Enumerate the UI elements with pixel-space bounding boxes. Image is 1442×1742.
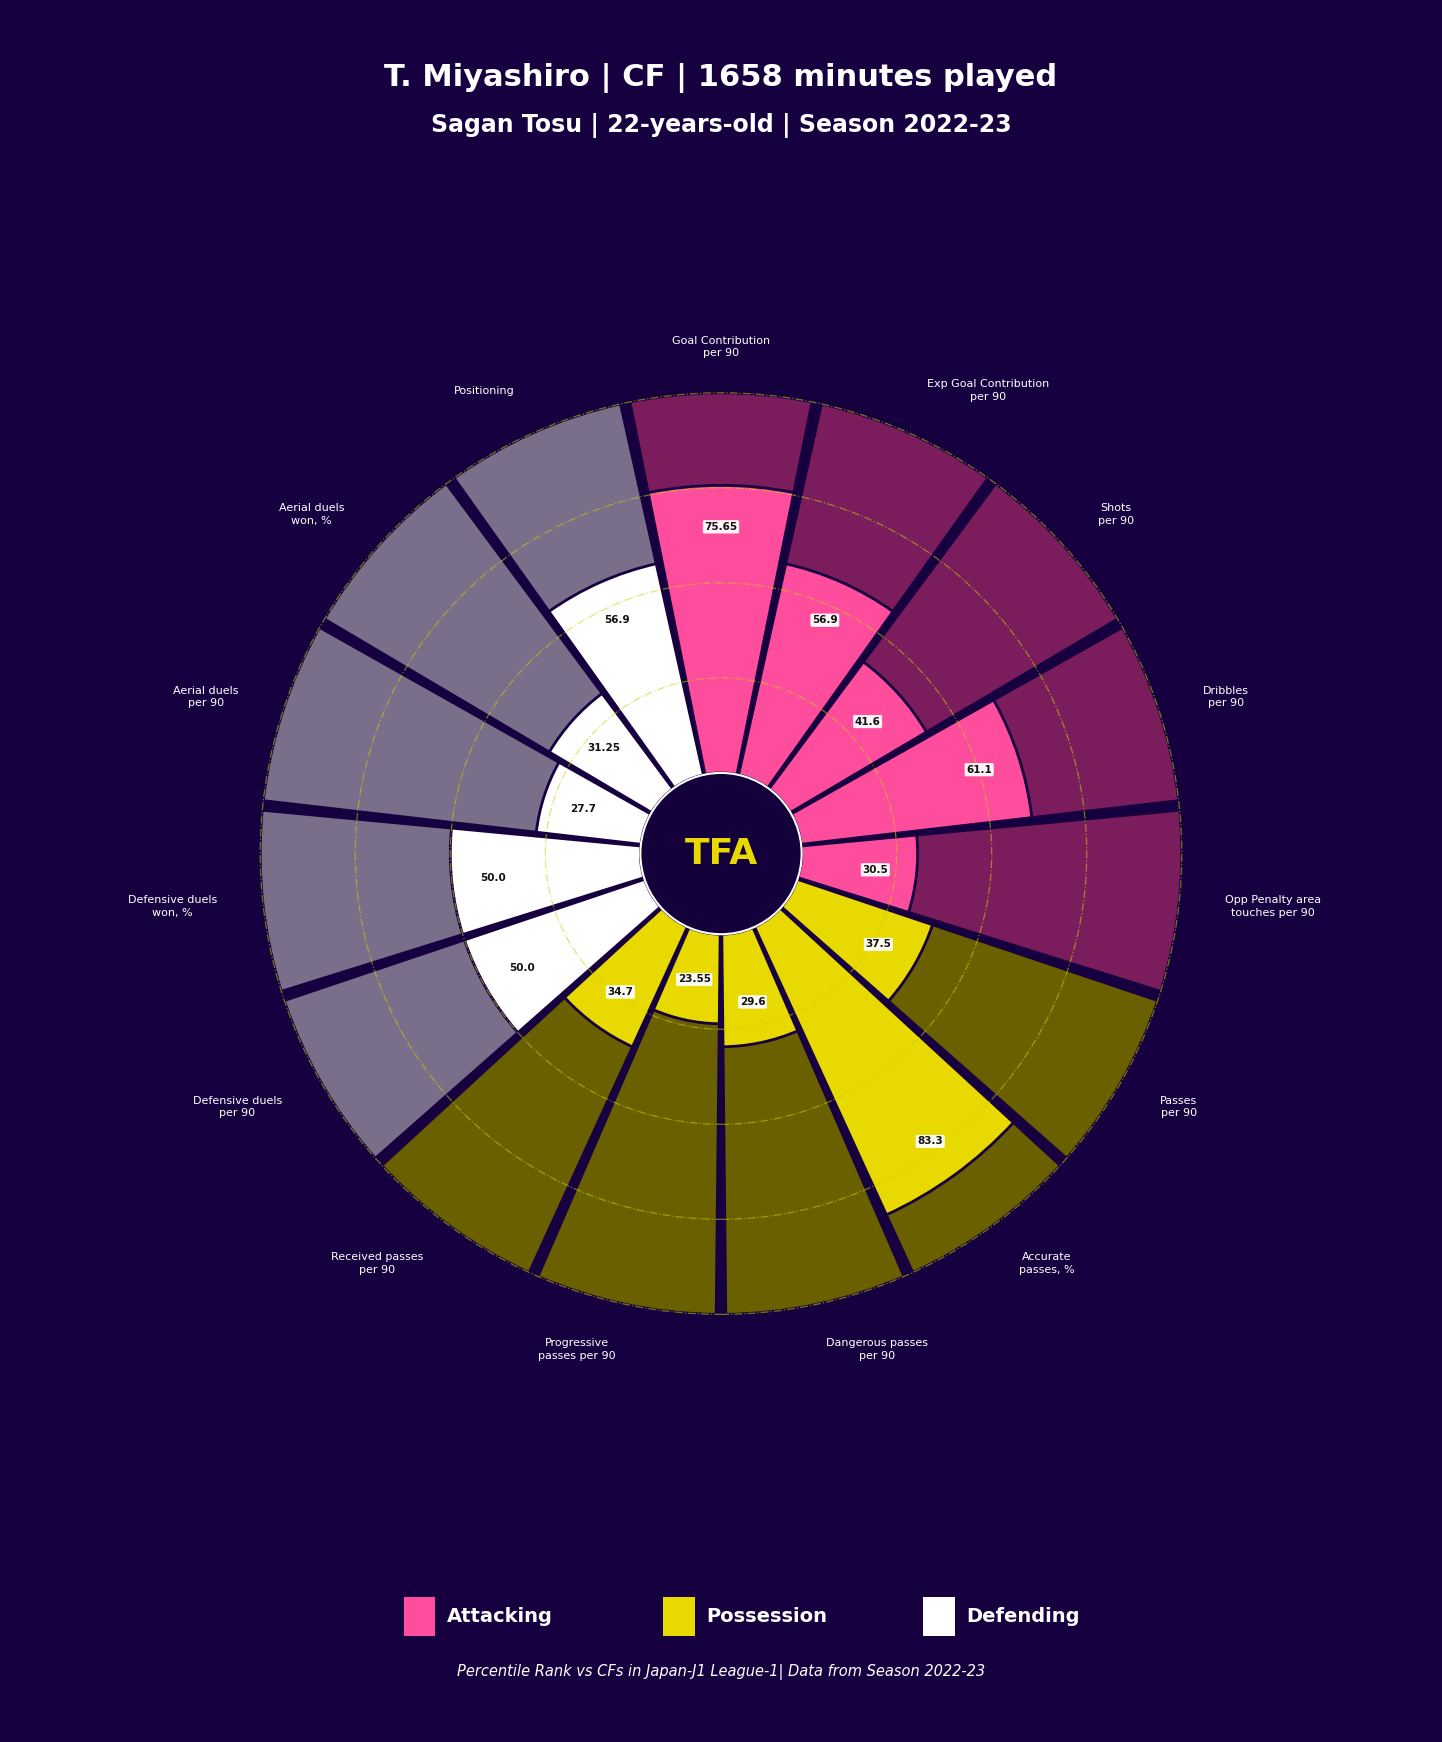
Text: Possession: Possession [707, 1608, 828, 1625]
Text: 31.25: 31.25 [587, 742, 620, 753]
Text: 29.6: 29.6 [740, 996, 766, 1007]
Text: Received passes
per 90: Received passes per 90 [330, 1252, 423, 1275]
Wedge shape [549, 693, 673, 812]
Text: 61.1: 61.1 [966, 765, 992, 775]
Text: Shots
per 90: Shots per 90 [1097, 503, 1133, 526]
Wedge shape [797, 834, 917, 913]
Wedge shape [630, 392, 812, 775]
Text: Aerial duels
per 90: Aerial duels per 90 [173, 686, 239, 709]
Wedge shape [450, 827, 645, 934]
Text: Attacking: Attacking [447, 1608, 552, 1625]
Wedge shape [536, 763, 650, 845]
Text: Percentile Rank vs CFs in Japan-J1 League-1| Data from Season 2022-23: Percentile Rank vs CFs in Japan-J1 Leagu… [457, 1664, 985, 1681]
Text: Passes
per 90: Passes per 90 [1159, 1096, 1197, 1118]
Text: Exp Goal Contribution
per 90: Exp Goal Contribution per 90 [927, 380, 1050, 402]
Wedge shape [538, 927, 720, 1315]
Text: Accurate
passes, %: Accurate passes, % [1019, 1252, 1074, 1275]
Wedge shape [738, 404, 988, 787]
Text: Progressive
passes per 90: Progressive passes per 90 [538, 1338, 616, 1361]
Text: 75.65: 75.65 [705, 523, 737, 531]
Wedge shape [722, 927, 797, 1047]
Wedge shape [792, 627, 1178, 845]
Text: 41.6: 41.6 [855, 716, 881, 726]
Text: T. Miyashiro | CF | 1658 minutes played: T. Miyashiro | CF | 1658 minutes played [385, 63, 1057, 94]
Text: 27.7: 27.7 [571, 805, 597, 814]
Wedge shape [564, 908, 688, 1047]
Text: Positioning: Positioning [454, 385, 515, 395]
Text: Defensive duels
per 90: Defensive duels per 90 [193, 1096, 283, 1118]
Wedge shape [260, 810, 645, 991]
Text: Defending: Defending [966, 1608, 1080, 1625]
Text: TFA: TFA [685, 836, 757, 871]
Text: 30.5: 30.5 [862, 864, 888, 874]
Wedge shape [649, 486, 793, 775]
Text: 23.55: 23.55 [678, 974, 711, 984]
Wedge shape [284, 880, 660, 1158]
Circle shape [640, 773, 802, 934]
Wedge shape [769, 484, 1118, 812]
Wedge shape [792, 700, 1032, 845]
Text: 50.0: 50.0 [509, 963, 535, 974]
Wedge shape [782, 880, 1158, 1158]
Text: Sagan Tosu | 22-years-old | Season 2022-23: Sagan Tosu | 22-years-old | Season 2022-… [431, 113, 1011, 138]
Wedge shape [464, 880, 660, 1033]
Text: 56.9: 56.9 [812, 615, 838, 625]
Wedge shape [264, 627, 650, 845]
Text: 83.3: 83.3 [917, 1136, 943, 1146]
Wedge shape [549, 564, 704, 787]
Wedge shape [797, 810, 1182, 991]
Wedge shape [653, 927, 720, 1024]
Text: 34.7: 34.7 [607, 988, 633, 996]
Wedge shape [722, 927, 904, 1315]
Wedge shape [754, 908, 1014, 1214]
Text: 56.9: 56.9 [604, 615, 630, 625]
Text: Aerial duels
won, %: Aerial duels won, % [278, 503, 345, 526]
Text: Opp Penalty area
touches per 90: Opp Penalty area touches per 90 [1226, 895, 1321, 918]
Wedge shape [454, 404, 704, 787]
Wedge shape [324, 484, 673, 812]
Wedge shape [782, 880, 933, 1002]
Wedge shape [769, 662, 927, 812]
Text: 37.5: 37.5 [865, 939, 891, 949]
Text: Defensive duels
won, %: Defensive duels won, % [128, 895, 216, 918]
Text: Dribbles
per 90: Dribbles per 90 [1203, 686, 1249, 709]
Text: 50.0: 50.0 [480, 873, 506, 883]
Text: Goal Contribution
per 90: Goal Contribution per 90 [672, 336, 770, 357]
Wedge shape [754, 908, 1060, 1273]
Wedge shape [382, 908, 688, 1273]
Text: Dangerous passes
per 90: Dangerous passes per 90 [826, 1338, 929, 1361]
Wedge shape [738, 564, 893, 787]
